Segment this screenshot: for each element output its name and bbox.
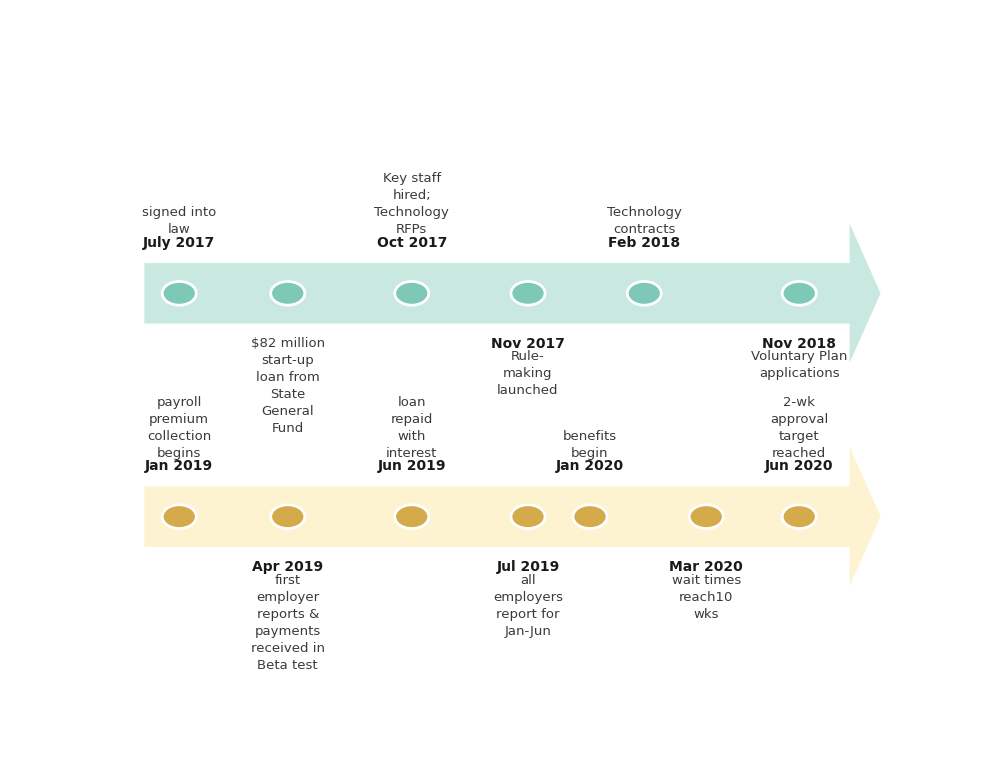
Text: Nov 2017: Nov 2017 bbox=[491, 337, 565, 350]
Ellipse shape bbox=[271, 505, 305, 528]
Ellipse shape bbox=[689, 505, 723, 528]
Text: wait times
reach10
wks: wait times reach10 wks bbox=[672, 574, 741, 620]
Text: Key staff
hired;
Technology
RFPs: Key staff hired; Technology RFPs bbox=[374, 172, 449, 237]
Ellipse shape bbox=[271, 281, 305, 305]
Polygon shape bbox=[144, 447, 881, 586]
Text: July 2017: July 2017 bbox=[143, 236, 215, 250]
Text: Jun 2019: Jun 2019 bbox=[378, 459, 446, 474]
Text: Rule-
making
launched: Rule- making launched bbox=[497, 350, 559, 397]
Text: Jul 2019: Jul 2019 bbox=[496, 560, 560, 574]
Text: Oct 2017: Oct 2017 bbox=[377, 236, 447, 250]
Ellipse shape bbox=[162, 281, 196, 305]
Ellipse shape bbox=[162, 505, 196, 528]
Polygon shape bbox=[144, 224, 881, 363]
Text: Jan 2020: Jan 2020 bbox=[556, 459, 624, 474]
Text: payroll
premium
collection
begins: payroll premium collection begins bbox=[147, 396, 211, 459]
Text: Jun 2020: Jun 2020 bbox=[765, 459, 834, 474]
Ellipse shape bbox=[627, 281, 661, 305]
Ellipse shape bbox=[782, 281, 816, 305]
Text: loan
repaid
with
interest: loan repaid with interest bbox=[386, 396, 437, 459]
Text: Voluntary Plan
applications: Voluntary Plan applications bbox=[751, 350, 847, 380]
Text: Nov 2018: Nov 2018 bbox=[762, 337, 836, 350]
Ellipse shape bbox=[395, 505, 429, 528]
Text: $82 million
start-up
loan from
State
General
Fund: $82 million start-up loan from State Gen… bbox=[251, 337, 325, 435]
Text: first
employer
reports &
payments
received in
Beta test: first employer reports & payments receiv… bbox=[251, 574, 325, 672]
Text: Feb 2018: Feb 2018 bbox=[608, 236, 680, 250]
Ellipse shape bbox=[782, 505, 816, 528]
Ellipse shape bbox=[573, 505, 607, 528]
Text: signed into
law: signed into law bbox=[142, 206, 216, 237]
Ellipse shape bbox=[511, 505, 545, 528]
Text: Apr 2019: Apr 2019 bbox=[252, 560, 323, 574]
Text: 2-wk
approval
target
reached: 2-wk approval target reached bbox=[770, 396, 828, 459]
Ellipse shape bbox=[511, 281, 545, 305]
Text: benefits
begin: benefits begin bbox=[563, 430, 617, 459]
Text: all
employers
report for
Jan-Jun: all employers report for Jan-Jun bbox=[493, 574, 563, 637]
Ellipse shape bbox=[395, 281, 429, 305]
Text: Jan 2019: Jan 2019 bbox=[145, 459, 213, 474]
Text: Technology
contracts: Technology contracts bbox=[607, 206, 682, 237]
Text: Mar 2020: Mar 2020 bbox=[669, 560, 743, 574]
